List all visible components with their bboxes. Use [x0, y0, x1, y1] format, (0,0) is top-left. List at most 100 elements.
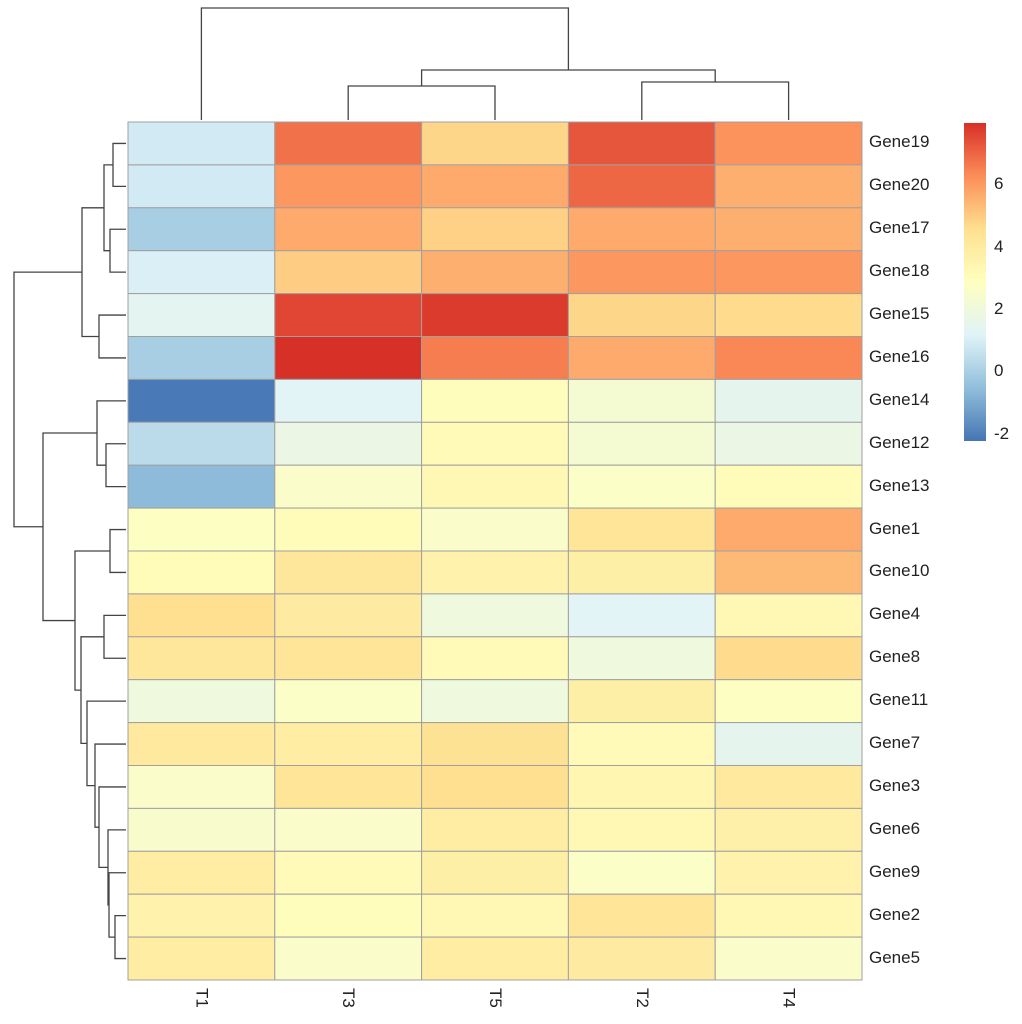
heatmap-cell-Gene4-T3	[274, 593, 423, 638]
heatmap-cell-Gene19-T1	[127, 121, 276, 166]
heatmap-cell-Gene20-T2	[567, 164, 716, 209]
heatmap-cell-Gene5-T3	[274, 936, 423, 981]
heatmap-cell-Gene15-T1	[127, 293, 276, 338]
row-dendrogram-branch	[98, 786, 126, 869]
heatmap-cell-Gene14-T5	[421, 378, 569, 423]
row-dendrogram-branch	[114, 915, 126, 960]
heatmap-cell-Gene7-T1	[127, 722, 276, 766]
row-dendrogram-branch	[81, 207, 104, 338]
heatmap-cell-Gene4-T5	[421, 593, 569, 638]
heatmap-cell-Gene20-T3	[274, 164, 423, 209]
heatmap-cell-Gene10-T4	[714, 550, 863, 595]
row-label: Gene13	[869, 475, 930, 495]
row-dendrogram-branch	[98, 314, 126, 359]
heatmap-cell-Gene4-T1	[127, 593, 276, 638]
heatmap-cell-Gene7-T2	[567, 722, 716, 766]
heatmap-cell-Gene16-T1	[127, 336, 276, 380]
row-dendrogram-branch	[109, 228, 126, 273]
row-dendrogram-branch	[112, 142, 126, 188]
heatmap-cell-Gene13-T2	[567, 464, 716, 509]
row-label: Gene7	[869, 733, 921, 753]
row-label: Gene1	[869, 518, 921, 538]
heatmap-cell-Gene18-T1	[127, 250, 276, 295]
heatmap-cell-Gene15-T5	[421, 293, 569, 338]
column-label: T4	[779, 988, 799, 1008]
heatmap-cell-Gene5-T2	[567, 936, 716, 981]
row-dendrogram-branch	[80, 636, 104, 745]
heatmap-cell-Gene1-T2	[567, 507, 716, 552]
heatmap-cell-Gene11-T1	[127, 679, 276, 724]
row-dendrogram-branch	[74, 550, 110, 691]
row-label: Gene12	[869, 432, 930, 452]
row-dendrogram-branch	[108, 872, 126, 938]
legend-tick-label: -2	[994, 423, 1010, 443]
legend-tick-label: 6	[994, 174, 1004, 194]
row-label: Gene19	[869, 132, 930, 152]
heatmap-cell-Gene1-T4	[714, 507, 863, 552]
heatmap-cell-Gene7-T5	[421, 722, 569, 766]
heatmap-cell-Gene2-T5	[421, 893, 569, 938]
heatmap-cell-Gene15-T3	[274, 293, 423, 338]
row-label: Gene18	[869, 261, 930, 281]
row-label: Gene14	[869, 389, 930, 409]
heatmap-cell-Gene17-T4	[714, 207, 863, 252]
heatmap-cell-Gene17-T2	[567, 207, 716, 252]
heatmap-cell-Gene19-T5	[421, 121, 569, 166]
row-label: Gene3	[869, 775, 921, 795]
column-dendrogram-branch	[347, 85, 496, 120]
heatmap-cell-Gene20-T5	[421, 164, 569, 209]
heatmap-cell-Gene16-T4	[714, 336, 863, 380]
row-label: Gene15	[869, 304, 930, 324]
heatmap-cell-Gene1-T1	[127, 507, 276, 552]
heatmap-cell-Gene9-T4	[714, 850, 863, 895]
row-dendrogram-branch	[13, 271, 82, 528]
heatmap-cell-Gene14-T3	[274, 378, 423, 423]
heatmap-cell-Gene2-T4	[714, 893, 863, 938]
color-legend-bar	[964, 123, 986, 441]
heatmap-cell-Gene2-T3	[274, 893, 423, 938]
heatmap-cell-Gene13-T5	[421, 464, 569, 509]
heatmap-cell-Gene6-T5	[421, 807, 569, 852]
row-label: Gene6	[869, 818, 921, 838]
heatmap-cell-Gene15-T2	[567, 293, 716, 338]
row-label: Gene4	[869, 604, 921, 624]
heatmap-cell-Gene14-T4	[714, 378, 863, 423]
heatmap-cell-Gene18-T2	[567, 250, 716, 295]
column-dendrogram-branch	[420, 69, 716, 86]
heatmap-cell-Gene1-T3	[274, 507, 423, 552]
heatmap-cell-Gene11-T2	[567, 679, 716, 724]
heatmap-cell-Gene7-T3	[274, 722, 423, 766]
heatmap-cell-Gene12-T1	[127, 421, 276, 466]
heatmap-cell-Gene9-T2	[567, 850, 716, 895]
row-dendrogram-branch	[109, 528, 126, 574]
heatmap-cell-Gene16-T3	[274, 336, 423, 380]
heatmap-cell-Gene2-T2	[567, 893, 716, 938]
column-label: T2	[632, 988, 652, 1008]
row-label: Gene10	[869, 561, 930, 581]
heatmap-cell-Gene20-T1	[127, 164, 276, 209]
heatmap-cell-Gene3-T3	[274, 765, 423, 809]
heatmap-cell-Gene15-T4	[714, 293, 863, 338]
heatmap-cell-Gene16-T5	[421, 336, 569, 380]
row-dendrogram-branch	[86, 700, 126, 787]
row-label: Gene11	[869, 690, 929, 710]
heatmap-cell-Gene11-T5	[421, 679, 569, 724]
heatmap-cell-Gene3-T4	[714, 765, 863, 809]
heatmap-cell-Gene4-T2	[567, 593, 716, 638]
heatmap-cell-Gene2-T1	[127, 893, 276, 938]
heatmap-cell-Gene10-T2	[567, 550, 716, 595]
heatmap-cell-Gene14-T2	[567, 378, 716, 423]
heatmap-cell-Gene8-T3	[274, 636, 423, 681]
row-label: Gene2	[869, 904, 921, 924]
row-dendrogram-branch	[107, 829, 126, 906]
heatmap-cell-Gene17-T1	[127, 207, 276, 252]
row-label: Gene17	[869, 218, 930, 238]
row-label: Gene9	[869, 861, 921, 881]
heatmap-cell-Gene10-T1	[127, 550, 276, 595]
heatmap-cell-Gene3-T2	[567, 765, 716, 809]
heatmap-cell-Gene13-T1	[127, 464, 276, 509]
row-label: Gene20	[869, 175, 930, 195]
row-label: Gene16	[869, 346, 930, 366]
column-label: T3	[339, 988, 359, 1008]
